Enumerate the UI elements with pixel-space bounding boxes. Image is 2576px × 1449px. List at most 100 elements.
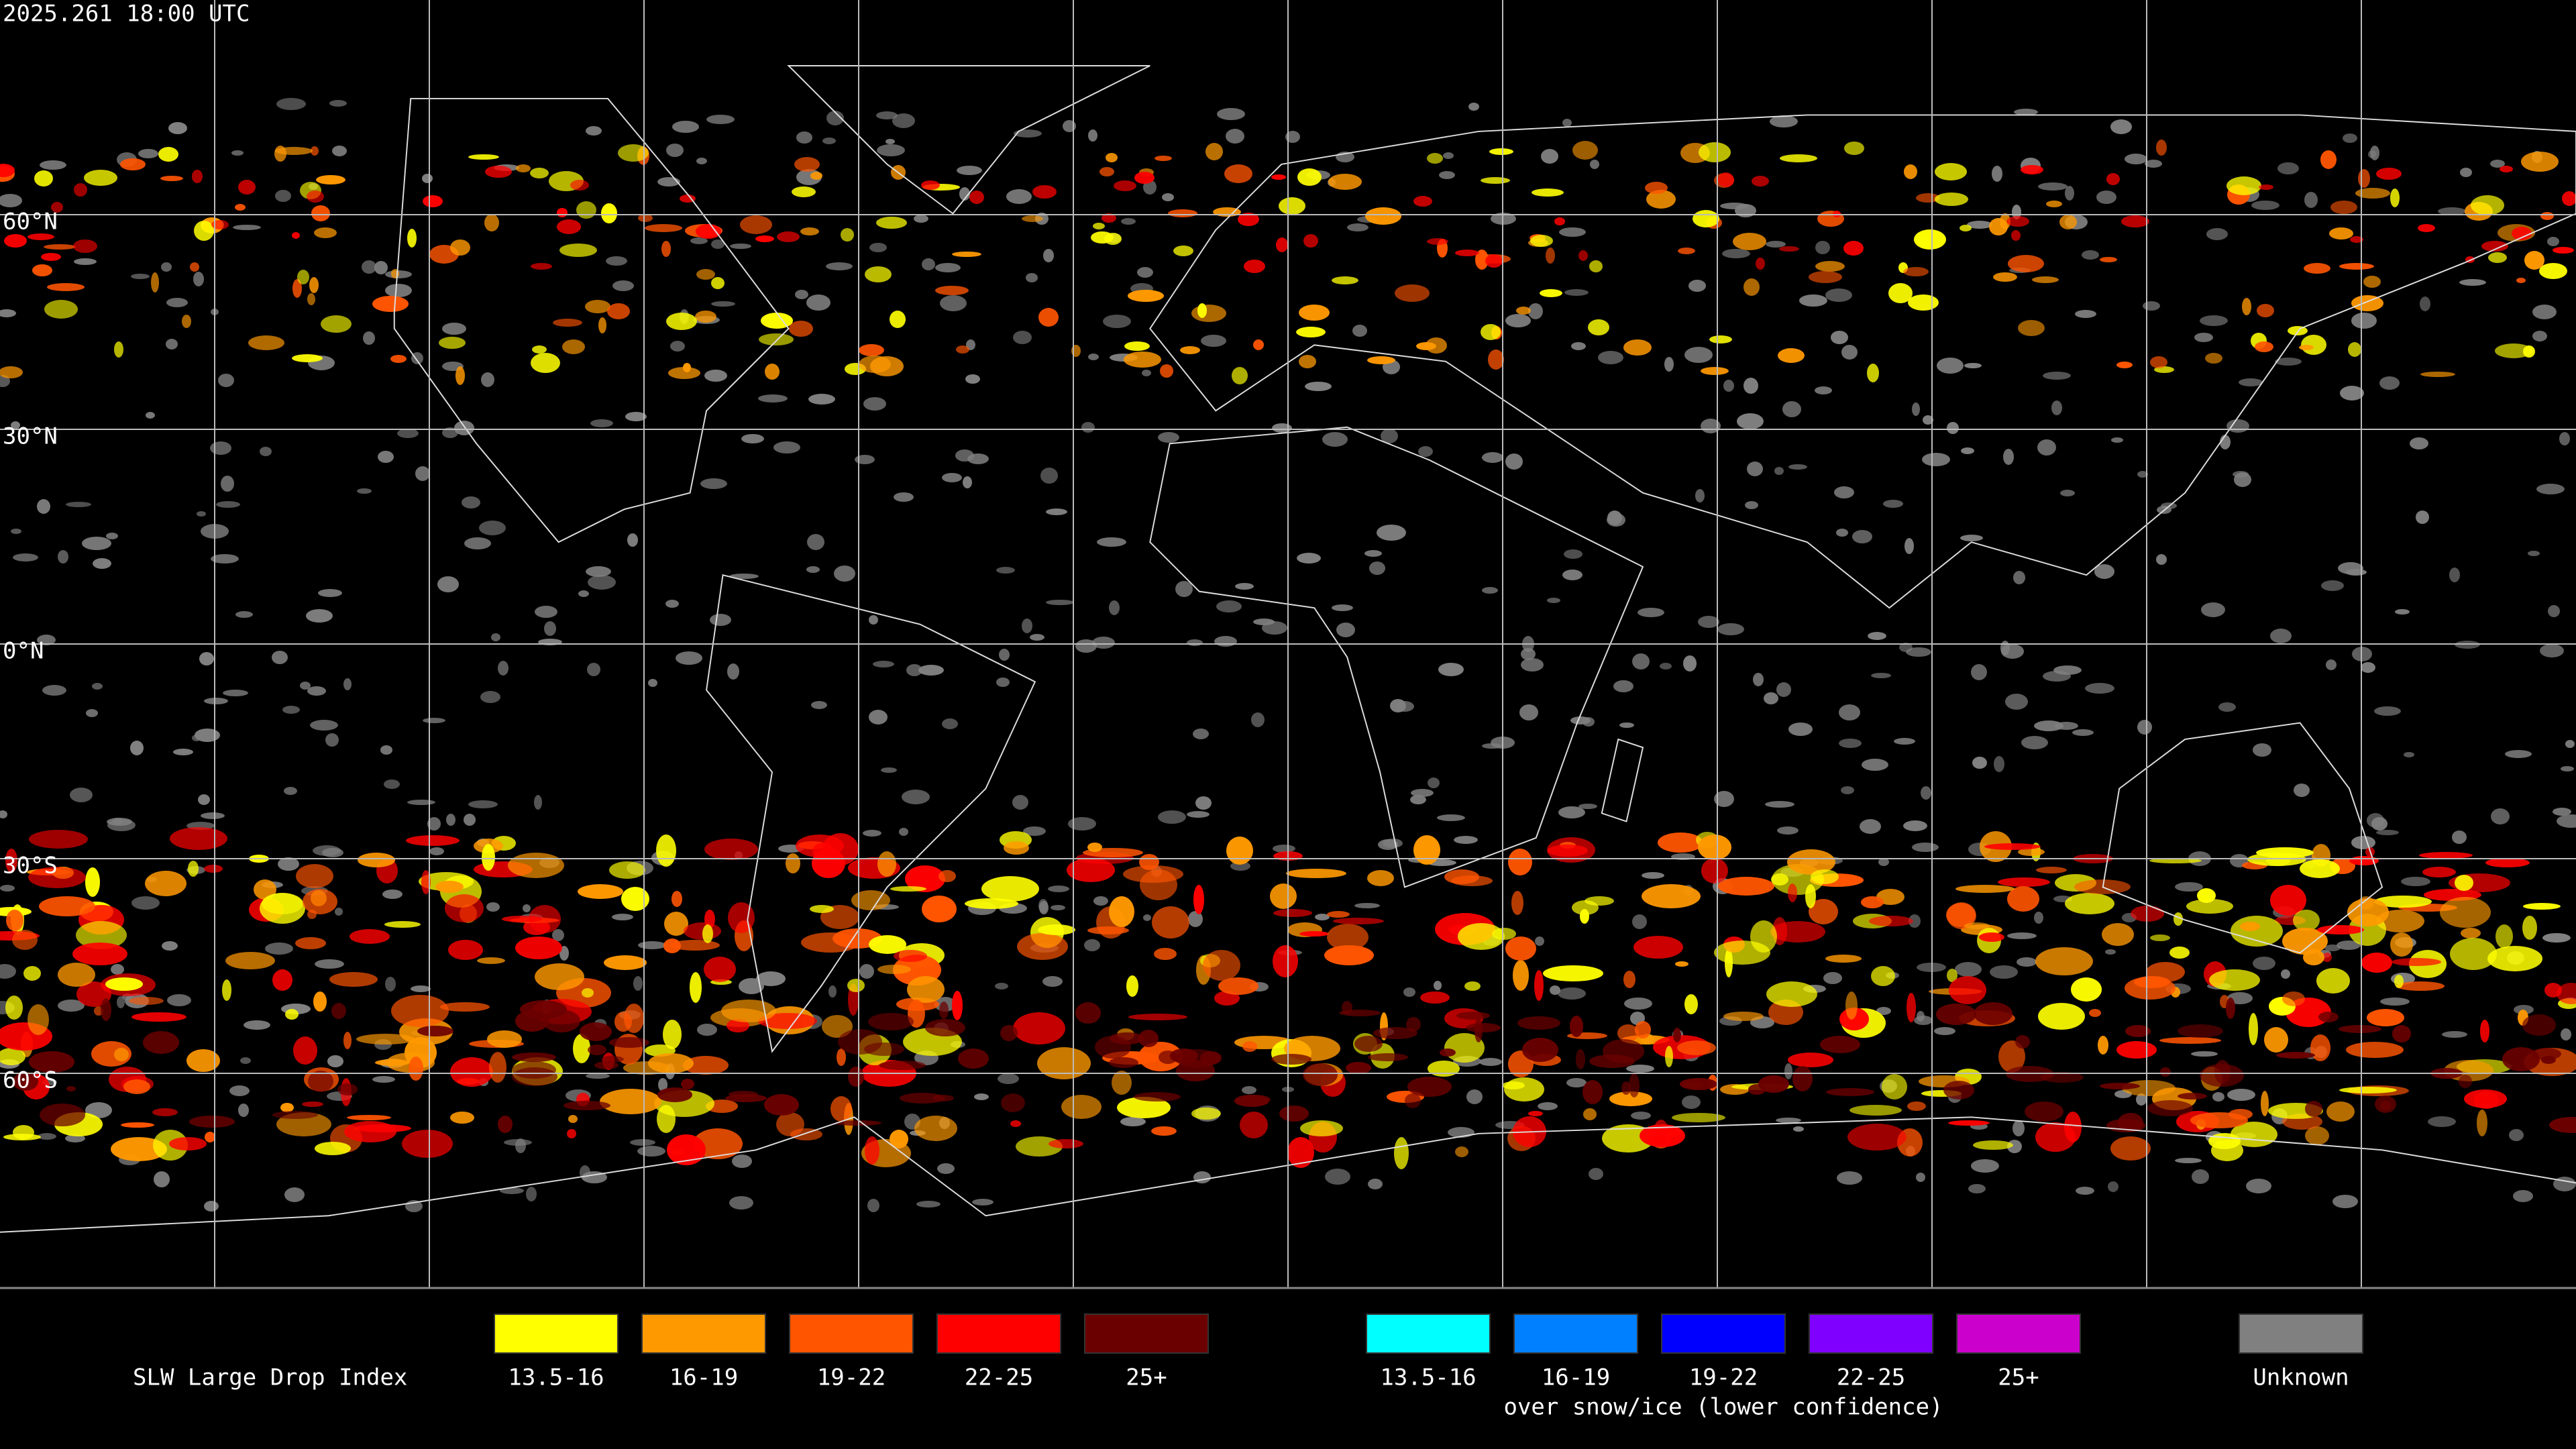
- cloud-patch: [1013, 331, 1032, 344]
- cloud-patch: [508, 853, 564, 878]
- cloud-patch: [1698, 835, 1731, 860]
- cloud-patch: [2005, 694, 2028, 710]
- cloud-patch: [450, 1112, 474, 1124]
- cloud-patch: [1273, 909, 1312, 917]
- cloud-patch: [1675, 961, 1688, 967]
- cloud-patch: [2021, 736, 2048, 749]
- cloud-patch: [331, 1003, 346, 1019]
- cloud-patch: [440, 1002, 490, 1012]
- cloud-patch: [582, 988, 594, 998]
- cloud-patch: [1750, 920, 1777, 953]
- cloud-patch: [335, 908, 343, 916]
- cloud-patch: [2220, 435, 2231, 449]
- cloud-patch: [302, 1102, 323, 1107]
- cloud-patch: [297, 270, 309, 284]
- cloud-patch: [2012, 205, 2021, 219]
- cloud-patch: [2071, 977, 2102, 1002]
- cloud-patch: [972, 1199, 994, 1205]
- cloud-patch: [1714, 791, 1734, 807]
- cloud-patch: [402, 1130, 453, 1158]
- cloud-patch: [672, 121, 699, 133]
- cloud-patch: [1403, 987, 1415, 997]
- legend-swatch: [641, 1313, 766, 1354]
- cloud-patch: [1242, 1086, 1256, 1094]
- cloud-patch: [1660, 663, 1672, 669]
- cloud-patch: [957, 166, 982, 175]
- cloud-patch: [1038, 308, 1059, 327]
- cloud-patch: [2418, 224, 2435, 232]
- cloud-patch: [468, 154, 499, 160]
- cloud-patch: [1948, 1120, 1990, 1126]
- cloud-patch: [2539, 263, 2567, 279]
- cloud-patch: [44, 300, 78, 319]
- cloud-patch: [681, 1079, 694, 1089]
- cloud-patch: [1974, 1002, 2012, 1025]
- cloud-patch: [1242, 1041, 1257, 1052]
- cloud-patch: [1937, 358, 1964, 374]
- cloud-patch: [1466, 1023, 1501, 1032]
- cloud-patch: [1947, 969, 1957, 982]
- cloud-patch: [1114, 180, 1136, 191]
- cloud-patch: [2106, 173, 2120, 185]
- cloud-patch: [233, 225, 261, 230]
- cloud-patch: [1443, 152, 1454, 159]
- cloud-patch: [1126, 975, 1138, 997]
- cloud-patch: [2509, 1129, 2524, 1141]
- cloud-patch: [2304, 263, 2330, 274]
- cloud-patch: [13, 1125, 34, 1140]
- cloud-patch: [1187, 639, 1203, 646]
- cloud-patch: [1847, 1124, 1907, 1150]
- cloud-patch: [1272, 423, 1292, 433]
- cloud-patch: [2561, 766, 2574, 771]
- cloud-patch: [1137, 267, 1153, 278]
- cloud-patch: [2487, 946, 2542, 971]
- cloud-patch: [729, 1196, 753, 1210]
- cloud-patch: [168, 122, 187, 134]
- cloud-patch: [863, 830, 881, 837]
- cloud-patch: [869, 710, 888, 724]
- cloud-patch: [464, 814, 476, 826]
- cloud-patch: [385, 977, 396, 991]
- cloud-patch: [2038, 1003, 2085, 1030]
- cloud-patch: [1998, 1040, 2025, 1073]
- cloud-patch: [656, 835, 676, 867]
- cloud-patch: [1504, 1077, 1544, 1102]
- cloud-patch: [2477, 1110, 2487, 1136]
- cloud-patch: [916, 1201, 941, 1208]
- cloud-patch: [670, 940, 720, 951]
- cloud-patch: [711, 277, 724, 289]
- cloud-patch: [211, 554, 239, 564]
- cloud-patch: [229, 1085, 250, 1096]
- cloud-patch: [2178, 1093, 2207, 1099]
- cloud-patch: [2150, 934, 2170, 941]
- cloud-patch: [316, 175, 345, 184]
- cloud-patch: [2186, 899, 2233, 914]
- cloud-patch: [963, 476, 972, 488]
- cloud-patch: [1124, 341, 1150, 351]
- cloud-patch: [188, 861, 199, 877]
- cloud-patch: [1188, 911, 1203, 927]
- australia: [2102, 722, 2383, 954]
- cloud-patch: [822, 1015, 853, 1038]
- cloud-patch: [1505, 936, 1536, 961]
- cloud-patch: [1805, 884, 1816, 908]
- cloud-patch: [1871, 673, 1891, 678]
- cloud-patch: [2540, 212, 2554, 220]
- cloud-patch: [557, 208, 568, 217]
- cloud-patch: [411, 985, 431, 992]
- cloud-patch: [1722, 249, 1750, 258]
- cloud-patch: [329, 972, 378, 987]
- cloud-patch: [378, 451, 394, 463]
- cloud-patch: [1373, 1027, 1417, 1039]
- cloud-patch: [808, 394, 835, 405]
- cloud-patch: [2257, 304, 2274, 317]
- cloud-patch: [1232, 367, 1248, 384]
- cloud-patch: [1092, 637, 1115, 649]
- cloud-patch: [1845, 991, 1858, 1020]
- cloud-patch: [730, 244, 751, 249]
- legend-label: 19-22: [1689, 1364, 1758, 1391]
- cloud-patch: [439, 337, 466, 349]
- cloud-patch: [1458, 923, 1505, 950]
- cloud-patch: [900, 1093, 945, 1104]
- cloud-patch: [1327, 911, 1350, 918]
